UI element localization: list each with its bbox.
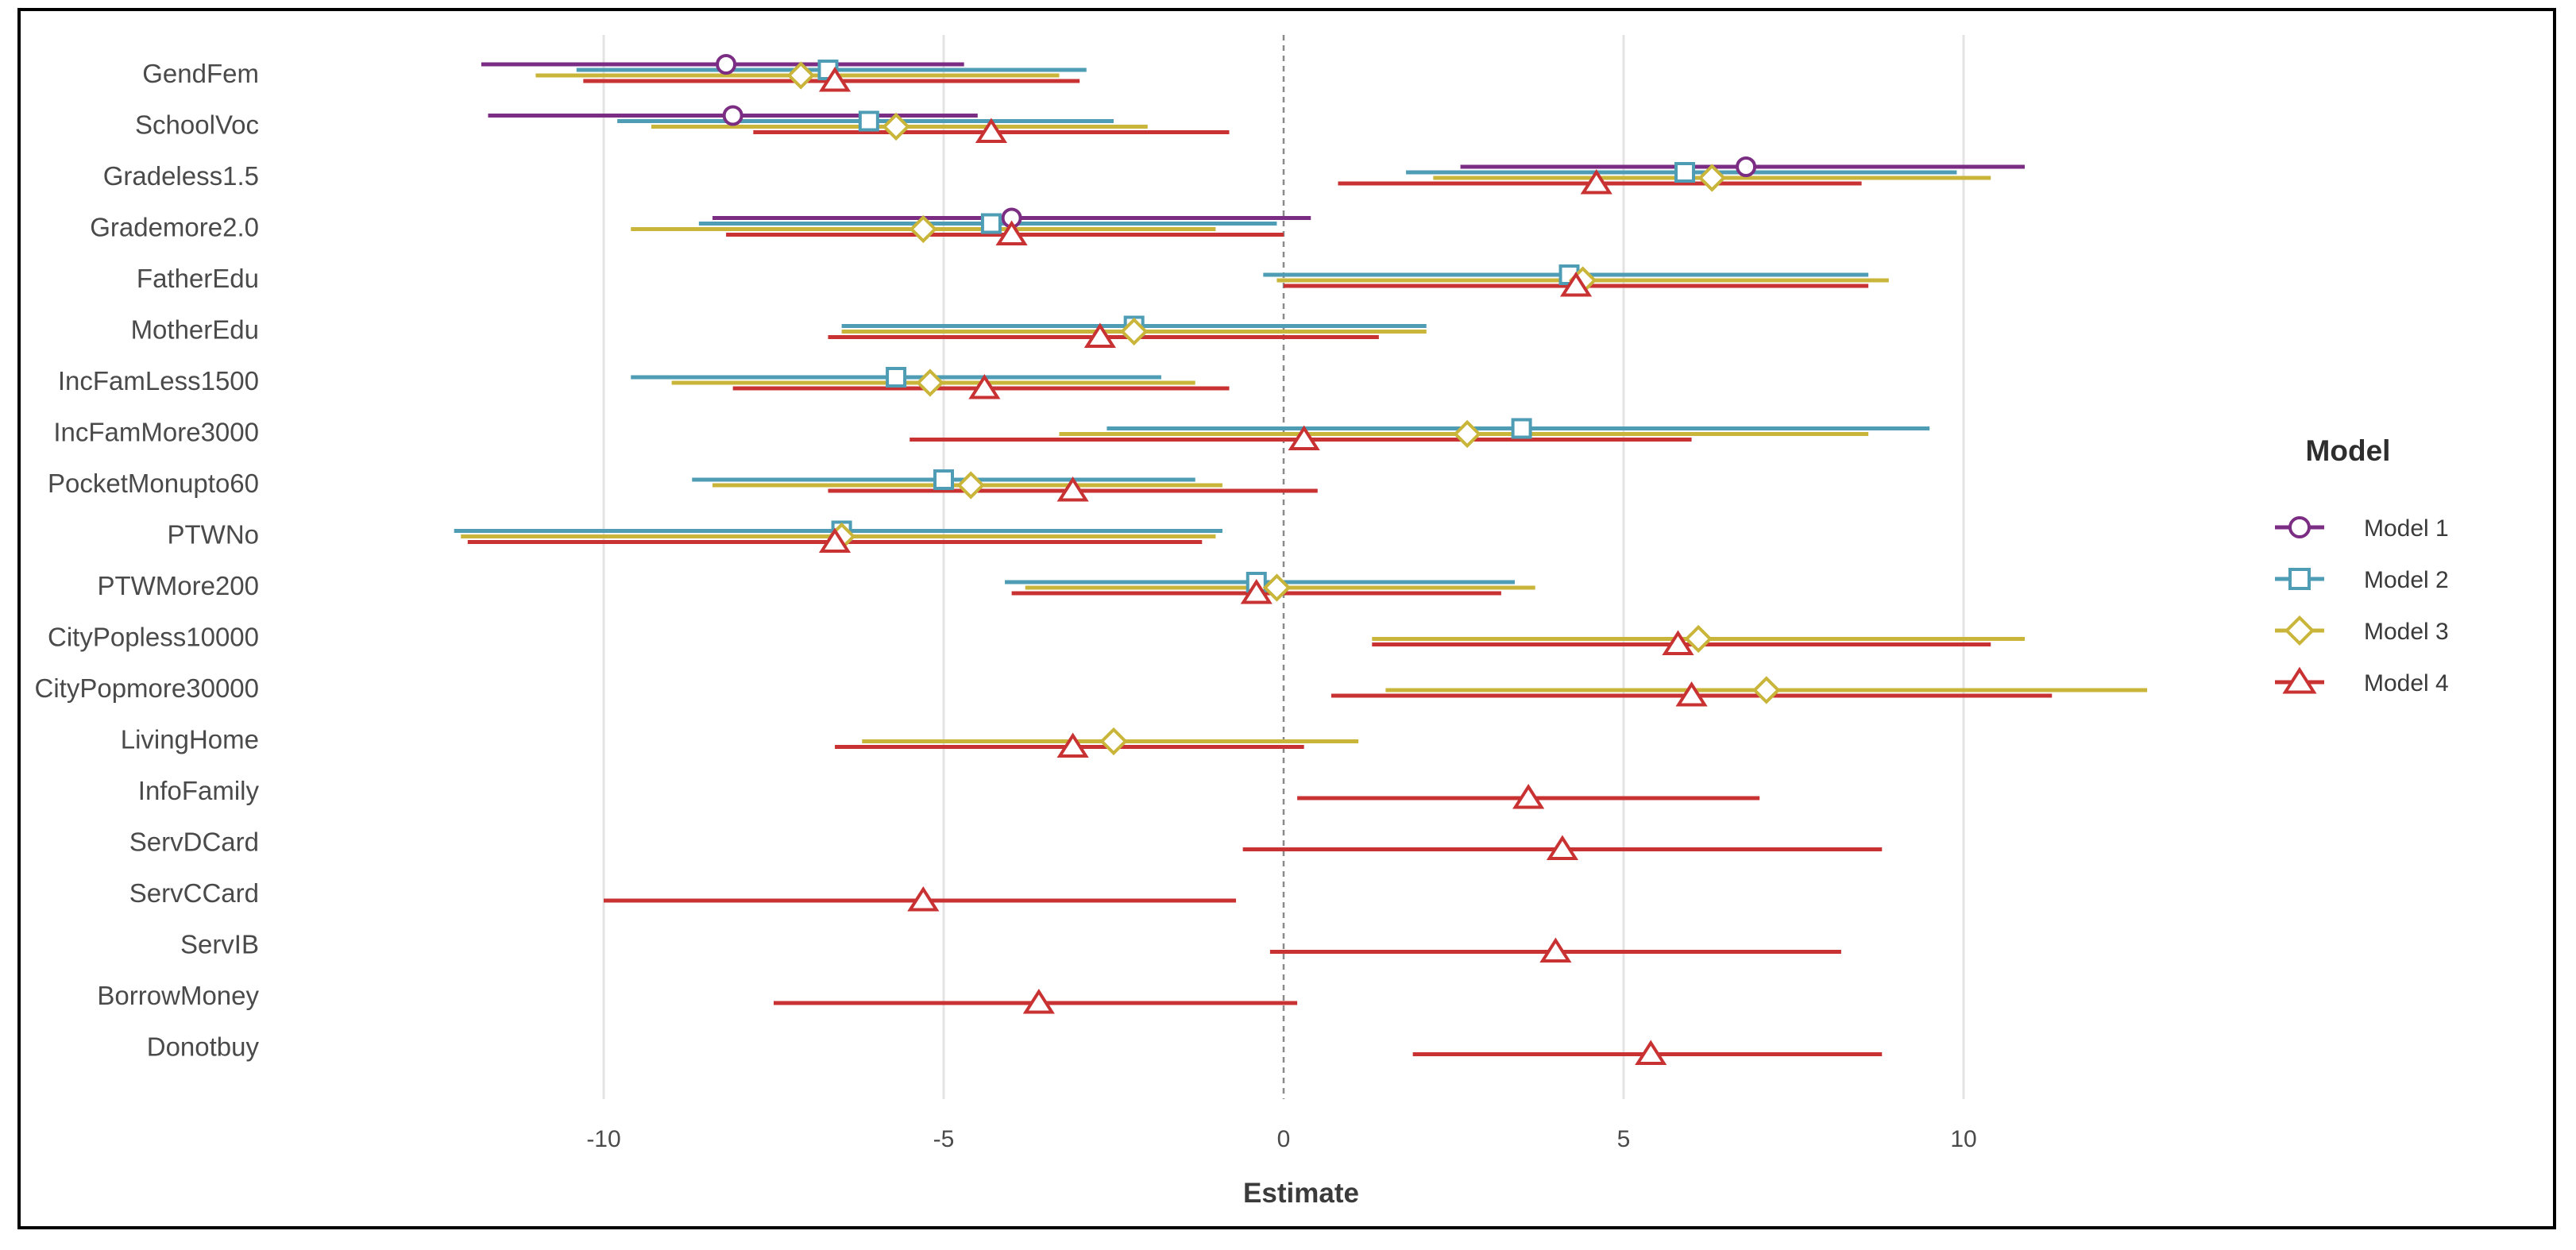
- y-category-label: IncFamMore3000: [53, 418, 259, 447]
- point-estimate-marker: [975, 118, 1008, 143]
- x-tick-label: 0: [1277, 1126, 1291, 1152]
- legend-key-marker: [2284, 615, 2315, 646]
- forest-plot: -10 -5 0 5 10 GendFem SchoolVoc Gradeless1.5 Gra…: [35, 35, 2449, 1209]
- point-estimate-marker: [933, 469, 954, 490]
- point-estimate-marker: [1120, 317, 1149, 346]
- figure-frame: -10 -5 0 5 10 GendFem SchoolVoc Gradeless1.5 Gra…: [17, 8, 2556, 1229]
- point-estimate-marker: [1288, 425, 1320, 450]
- legend-label: Model 2: [2364, 567, 2449, 593]
- point-estimate-marker: [1559, 271, 1593, 297]
- point-estimate-marker: [1056, 476, 1089, 502]
- y-category-label: ServDCard: [129, 828, 259, 857]
- legend: Model 1 Model 2 Model 3 Model 4: [2275, 515, 2449, 696]
- grid-layer: [602, 35, 1965, 1099]
- point-estimate-marker: [968, 373, 1001, 399]
- point-estimate-marker: [818, 66, 852, 92]
- point-estimate-marker: [980, 213, 1002, 234]
- x-tick-label: 10: [1950, 1126, 1976, 1152]
- point-estimate-marker: [882, 112, 910, 141]
- point-estimate-marker: [995, 220, 1028, 245]
- y-category-label: BorrowMoney: [97, 981, 259, 1010]
- y-category-label: PTWNo: [168, 520, 260, 550]
- interval-layer: [454, 62, 2148, 1056]
- point-estimate-marker: [1512, 783, 1545, 809]
- label-layer: -10 -5 0 5 10 GendFem SchoolVoc Gradeless1.5 Gra…: [35, 59, 1977, 1152]
- legend-key-marker: [2282, 666, 2317, 694]
- point-estimate-marker: [858, 110, 879, 132]
- point-estimate-marker: [1453, 419, 1481, 449]
- point-estimate-marker: [1099, 727, 1128, 756]
- point-estimate-marker: [1684, 624, 1713, 654]
- point-estimate-marker: [1083, 322, 1116, 348]
- legend-label: Model 4: [2364, 670, 2449, 696]
- point-estimate-marker: [1580, 168, 1612, 195]
- y-category-label: FatherEdu: [137, 264, 259, 293]
- point-estimate-marker: [909, 214, 937, 244]
- x-axis-title: Estimate: [1243, 1178, 1359, 1209]
- point-estimate-marker: [1674, 162, 1696, 183]
- y-category-label: Donotbuy: [147, 1032, 260, 1062]
- point-estimate-marker: [722, 105, 743, 126]
- point-estimate-marker: [916, 368, 944, 397]
- marker-layer: [716, 54, 1781, 1065]
- point-estimate-marker: [1022, 988, 1055, 1014]
- point-estimate-marker: [1546, 835, 1579, 860]
- point-estimate-marker: [1240, 578, 1273, 604]
- legend-key-marker: [2288, 516, 2311, 538]
- point-estimate-marker: [1752, 676, 1781, 704]
- point-estimate-marker: [1056, 732, 1089, 758]
- point-estimate-marker: [1262, 573, 1292, 602]
- y-category-label: Gradeless1.5: [103, 161, 259, 191]
- y-category-label: IncFamLess1500: [58, 366, 259, 395]
- point-estimate-marker: [907, 885, 940, 912]
- y-category-label: Grademore2.0: [90, 213, 259, 242]
- y-category-label: GendFem: [142, 59, 259, 88]
- point-estimate-marker: [716, 54, 737, 75]
- point-estimate-marker: [1697, 164, 1726, 192]
- legend-title: Model: [2306, 434, 2391, 467]
- point-estimate-marker: [1635, 1040, 1667, 1065]
- legend-key-marker: [2288, 568, 2311, 590]
- y-category-label: CityPopmore30000: [35, 673, 260, 703]
- y-category-label: MotherEdu: [131, 315, 259, 345]
- y-category-label: ServCCard: [129, 878, 259, 908]
- point-estimate-marker: [818, 527, 852, 553]
- point-estimate-marker: [1736, 156, 1757, 177]
- y-category-label: InfoFamily: [138, 776, 260, 805]
- point-estimate-marker: [786, 61, 815, 90]
- point-estimate-marker: [956, 471, 985, 500]
- point-estimate-marker: [1675, 681, 1708, 707]
- point-estimate-marker: [886, 367, 907, 388]
- point-estimate-marker: [1662, 630, 1694, 655]
- legend-label: Model 1: [2364, 515, 2449, 542]
- y-category-label: LivingHome: [121, 725, 259, 754]
- y-category-label: ServIB: [180, 930, 259, 959]
- x-tick-label: -5: [933, 1126, 955, 1152]
- x-tick-label: 5: [1617, 1126, 1631, 1152]
- y-category-label: CityPopless10000: [48, 623, 259, 652]
- point-estimate-marker: [1511, 418, 1532, 439]
- point-estimate-marker: [1539, 937, 1572, 963]
- x-tick-label: -10: [586, 1126, 620, 1152]
- y-category-label: SchoolVoc: [135, 110, 259, 140]
- y-category-label: PTWMore200: [97, 571, 259, 600]
- y-category-label: PocketMonupto60: [48, 469, 259, 498]
- legend-label: Model 3: [2364, 619, 2449, 645]
